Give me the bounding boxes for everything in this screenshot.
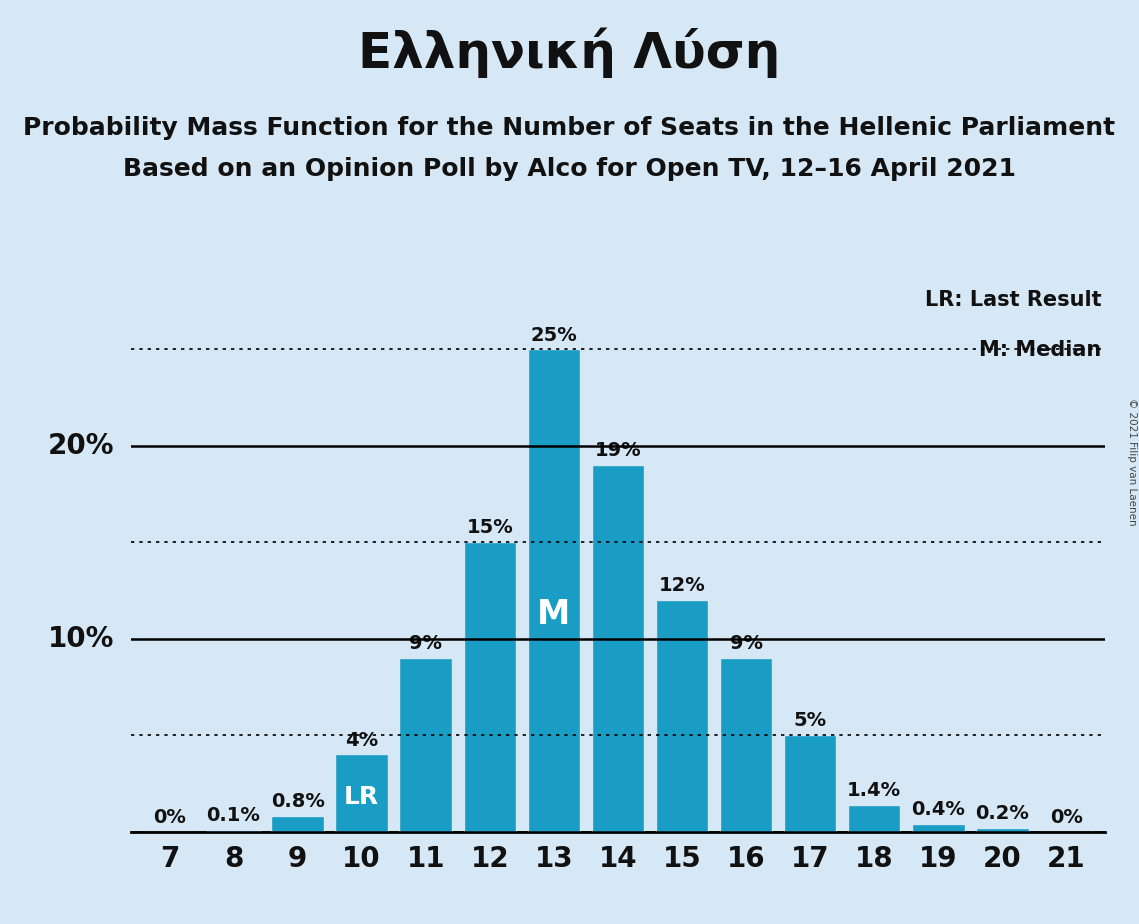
Text: 5%: 5%	[794, 711, 827, 730]
Text: 0%: 0%	[1050, 808, 1083, 827]
Bar	[335, 754, 388, 832]
Text: 0.2%: 0.2%	[975, 804, 1030, 823]
Bar	[207, 830, 260, 832]
Bar	[976, 828, 1029, 832]
Text: 19%: 19%	[595, 442, 641, 460]
Bar	[720, 658, 772, 832]
Text: © 2021 Filip van Laenen: © 2021 Filip van Laenen	[1126, 398, 1137, 526]
Text: LR: Last Result: LR: Last Result	[925, 290, 1101, 310]
Bar	[912, 824, 965, 832]
Text: 0.8%: 0.8%	[271, 793, 325, 811]
Bar	[271, 816, 323, 832]
Text: M: M	[538, 598, 571, 631]
Text: LR: LR	[344, 784, 379, 808]
Text: 10%: 10%	[48, 625, 114, 652]
Text: 25%: 25%	[531, 325, 577, 345]
Text: Based on an Opinion Poll by Alco for Open TV, 12–16 April 2021: Based on an Opinion Poll by Alco for Ope…	[123, 157, 1016, 181]
Bar	[784, 736, 836, 832]
Text: 1.4%: 1.4%	[847, 781, 901, 800]
Text: 4%: 4%	[345, 731, 378, 749]
Text: 9%: 9%	[409, 634, 442, 653]
Text: M: Median: M: Median	[980, 339, 1101, 359]
Text: 20%: 20%	[48, 432, 114, 460]
Text: Probability Mass Function for the Number of Seats in the Hellenic Parliament: Probability Mass Function for the Number…	[24, 116, 1115, 140]
Bar	[591, 465, 645, 832]
Text: 0%: 0%	[153, 808, 186, 827]
Text: 9%: 9%	[730, 634, 762, 653]
Bar	[464, 542, 516, 832]
Bar	[847, 805, 901, 832]
Text: 0.4%: 0.4%	[911, 800, 965, 819]
Bar	[400, 658, 452, 832]
Bar	[527, 349, 580, 832]
Text: Ελληνική Λύση: Ελληνική Λύση	[359, 28, 780, 79]
Text: 0.1%: 0.1%	[206, 806, 261, 825]
Text: 15%: 15%	[466, 518, 514, 538]
Bar	[656, 600, 708, 832]
Text: 12%: 12%	[658, 577, 705, 595]
